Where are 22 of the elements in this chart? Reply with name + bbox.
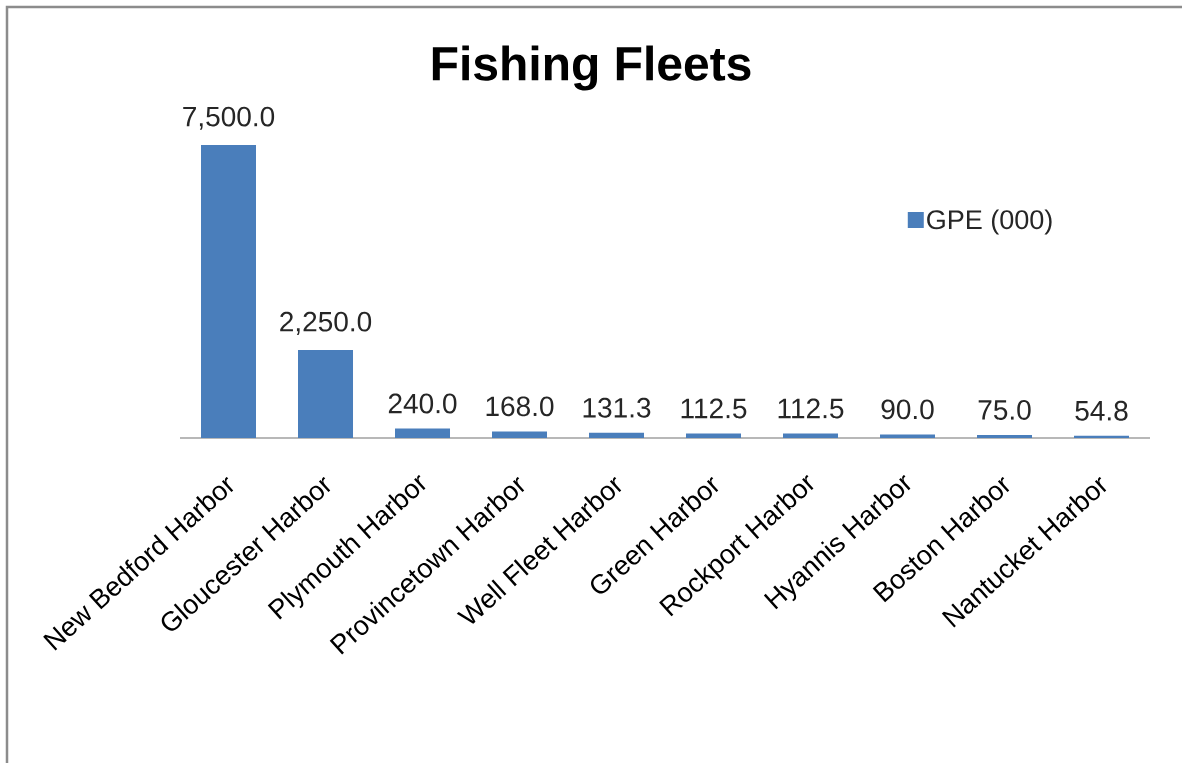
data-label: 112.5 [778, 398, 844, 419]
bar [492, 431, 547, 438]
data-label: 168.0 [486, 396, 554, 417]
bar [298, 350, 353, 438]
bar [395, 428, 450, 438]
data-label: 75.0 [978, 400, 1031, 420]
bar [783, 433, 839, 438]
bar [880, 434, 936, 438]
bar [1074, 435, 1130, 438]
data-label: 54.8 [1075, 400, 1128, 421]
bar [589, 432, 644, 438]
bar [977, 435, 1033, 438]
data-label: 240.0 [388, 393, 457, 414]
data-label: 2,250.0 [280, 311, 372, 335]
bar [201, 144, 256, 438]
data-label: 7,500.0 [183, 106, 275, 130]
bar [686, 433, 741, 438]
legend-label: GPE (000) [927, 209, 1052, 235]
data-label: 112.5 [681, 398, 747, 419]
chart-title: Fishing Fleets [432, 45, 751, 91]
data-label: 90.0 [881, 399, 934, 420]
data-label: 131.3 [583, 397, 651, 418]
